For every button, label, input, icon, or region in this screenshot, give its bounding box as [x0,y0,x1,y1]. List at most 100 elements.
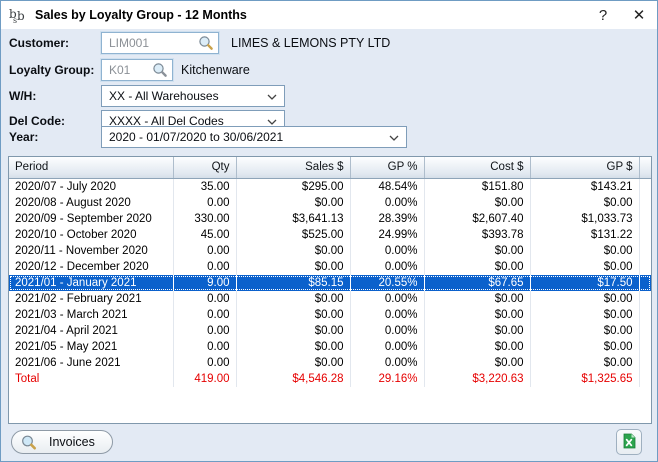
sales-table-grid: PeriodQtySales $GP %Cost $GP $ 2020/07 -… [9,157,651,387]
cell: $17.50 [530,275,639,291]
cell: 0.00% [350,323,424,339]
column-header-qty[interactable]: Qty [173,157,236,178]
cell: $0.00 [530,195,639,211]
cell: $0.00 [236,291,350,307]
cell: 2021/02 - February 2021 [9,291,173,307]
table-row[interactable]: 2020/07 - July 202035.00$295.0048.54%$15… [9,178,651,195]
cell: 0.00% [350,307,424,323]
cell: $0.00 [236,323,350,339]
total-row[interactable]: Total419.00$4,546.2829.16%$3,220.63$1,32… [9,371,651,387]
cell: 0.00 [173,259,236,275]
cell: 2020/12 - December 2020 [9,259,173,275]
table-row[interactable]: 2021/04 - April 20210.00$0.000.00%$0.00$… [9,323,651,339]
excel-export-button[interactable] [616,429,642,455]
table-row[interactable]: 2021/02 - February 20210.00$0.000.00%$0.… [9,291,651,307]
excel-export-icon [621,433,637,452]
cell: 0.00 [173,339,236,355]
cell: 2021/05 - May 2021 [9,339,173,355]
cell: 0.00% [350,291,424,307]
column-header-period[interactable]: Period [9,157,173,178]
cell: $0.00 [424,307,530,323]
cell: $0.00 [424,291,530,307]
cell: $131.22 [530,227,639,243]
customer-code-input[interactable]: LIM001 [101,32,219,54]
loyalty-group-name: Kitchenware [181,63,250,77]
cell: 2020/11 - November 2020 [9,243,173,259]
cell: 2021/06 - June 2021 [9,355,173,371]
cell: 0.00% [350,355,424,371]
cell: $0.00 [236,259,350,275]
cell: 419.00 [173,371,236,387]
cell: 20.55% [350,275,424,291]
cell: 9.00 [173,275,236,291]
cell: $3,220.63 [424,371,530,387]
sales-table: PeriodQtySales $GP %Cost $GP $ 2020/07 -… [8,156,652,424]
cell: $0.00 [236,195,350,211]
cell: $0.00 [424,259,530,275]
table-row[interactable]: 2020/08 - August 20200.00$0.000.00%$0.00… [9,195,651,211]
column-header-gp-[interactable]: GP $ [530,157,639,178]
titlebar: b s b Sales by Loyalty Group - 12 Months… [1,1,657,29]
table-row[interactable]: 2020/09 - September 2020330.00$3,641.132… [9,211,651,227]
year-select[interactable]: 2020 - 01/07/2020 to 30/06/2021 [101,126,407,148]
cell: $3,641.13 [236,211,350,227]
table-row[interactable]: 2020/10 - October 202045.00$525.0024.99%… [9,227,651,243]
chevron-down-icon [389,130,399,144]
cell: $295.00 [236,178,350,195]
cell: 45.00 [173,227,236,243]
warehouse-select[interactable]: XX - All Warehouses [101,85,285,107]
cell: $0.00 [236,243,350,259]
cell: 2021/03 - March 2021 [9,307,173,323]
cell: Total [9,371,173,387]
column-header-gp-[interactable]: GP % [350,157,424,178]
warehouse-selected-value: XX - All Warehouses [109,89,219,103]
column-header-sales-[interactable]: Sales $ [236,157,350,178]
customer-code-value: LIM001 [106,36,198,50]
cell: $525.00 [236,227,350,243]
cell: 29.16% [350,371,424,387]
cell: 0.00 [173,291,236,307]
magnifier-icon[interactable] [198,35,214,51]
help-button[interactable]: ? [585,1,621,29]
cell: 2020/10 - October 2020 [9,227,173,243]
invoices-button[interactable]: Invoices [11,430,113,454]
cell: $151.80 [424,178,530,195]
cell: $1,033.73 [530,211,639,227]
cell: 0.00% [350,243,424,259]
year-row: Year: 2020 - 01/07/2020 to 30/06/2021 [9,126,407,148]
cell: 0.00 [173,323,236,339]
cell: 0.00 [173,307,236,323]
loyalty-group-code-input[interactable]: K01 [101,59,173,81]
cell: 0.00 [173,243,236,259]
cell: $0.00 [424,243,530,259]
customer-label: Customer: [9,36,101,50]
svg-text:b: b [17,9,25,23]
cell: $0.00 [236,355,350,371]
cell: 2021/01 - January 2021 [9,275,173,291]
customer-name: LIMES & LEMONS PTY LTD [231,36,390,50]
table-row[interactable]: 2020/11 - November 20200.00$0.000.00%$0.… [9,243,651,259]
cell: 48.54% [350,178,424,195]
filter-form: Customer: LIM001 LIMES & LEMONS PTY LTD … [1,29,657,156]
cell: $393.78 [424,227,530,243]
cell: $85.15 [236,275,350,291]
column-header-cost-[interactable]: Cost $ [424,157,530,178]
table-row[interactable]: 2021/06 - June 20210.00$0.000.00%$0.00$0… [9,355,651,371]
table-row[interactable]: 2020/12 - December 20200.00$0.000.00%$0.… [9,259,651,275]
loyalty-group-code-value: K01 [106,63,152,77]
cell: 0.00% [350,195,424,211]
close-button[interactable]: ✕ [621,1,657,29]
year-label: Year: [9,130,101,144]
cell: $0.00 [424,195,530,211]
table-row[interactable]: 2021/05 - May 20210.00$0.000.00%$0.00$0.… [9,339,651,355]
invoices-button-label: Invoices [49,435,95,449]
cell: 2020/08 - August 2020 [9,195,173,211]
warehouse-row: W/H: XX - All Warehouses [9,85,285,107]
cell: $0.00 [530,355,639,371]
cell: 0.00% [350,259,424,275]
table-row[interactable]: 2021/01 - January 20219.00$85.1520.55%$6… [9,275,651,291]
table-row[interactable]: 2021/03 - March 20210.00$0.000.00%$0.00$… [9,307,651,323]
cell: 0.00 [173,195,236,211]
cell: $0.00 [530,243,639,259]
magnifier-icon[interactable] [152,62,168,78]
